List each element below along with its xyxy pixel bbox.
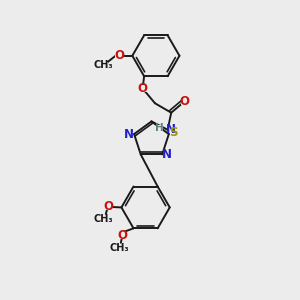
Bar: [98, 216, 109, 222]
Text: H: H: [155, 123, 164, 133]
Bar: [168, 127, 175, 133]
Text: N: N: [124, 128, 134, 141]
Text: O: O: [103, 200, 113, 213]
Bar: [115, 52, 123, 59]
Bar: [170, 130, 177, 136]
Bar: [181, 98, 188, 105]
Text: O: O: [179, 95, 190, 108]
Text: O: O: [114, 49, 124, 62]
Text: CH₃: CH₃: [93, 60, 113, 70]
Bar: [114, 245, 125, 251]
Bar: [139, 85, 147, 92]
Bar: [126, 131, 133, 137]
Bar: [156, 125, 163, 131]
Bar: [104, 204, 112, 210]
Bar: [118, 232, 126, 239]
Text: O: O: [117, 229, 127, 242]
Text: N: N: [166, 123, 176, 136]
Text: CH₃: CH₃: [94, 214, 113, 224]
Bar: [164, 151, 171, 158]
Text: O: O: [138, 82, 148, 95]
Text: N: N: [162, 148, 172, 161]
Bar: [98, 62, 108, 68]
Text: S: S: [169, 126, 178, 140]
Text: CH₃: CH₃: [110, 243, 129, 253]
